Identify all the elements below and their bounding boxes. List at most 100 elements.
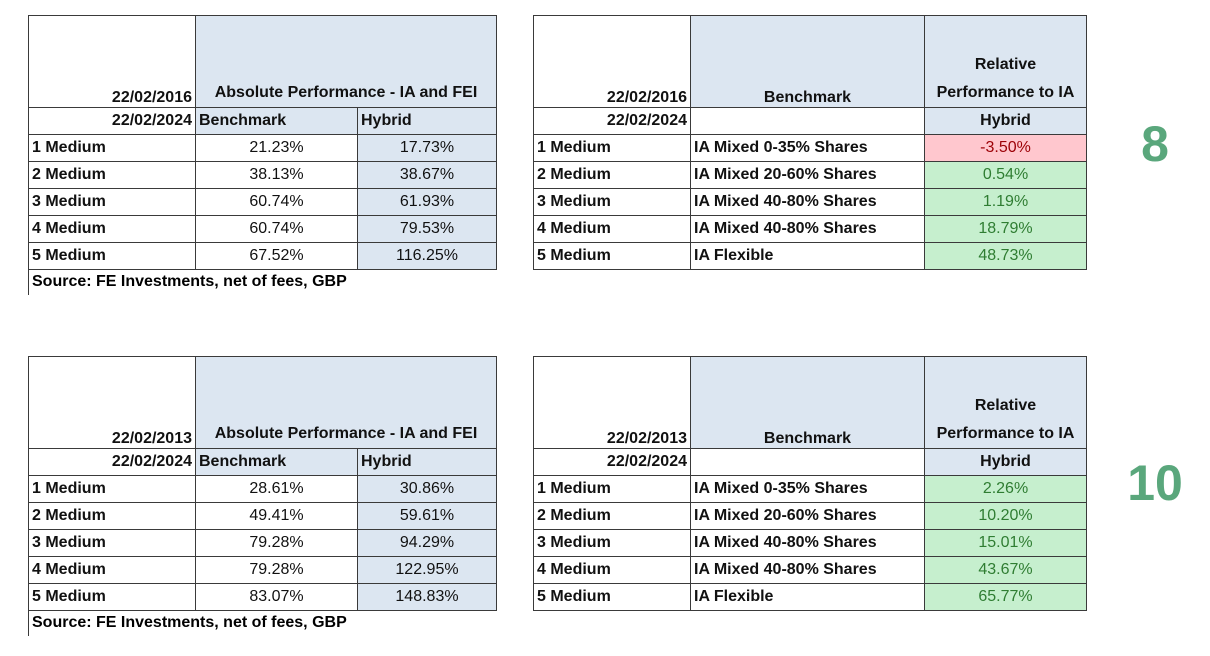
date-to: 22/02/2024 [533,448,691,476]
risk-level: 2 Medium [28,161,196,189]
risk-level: 4 Medium [533,215,691,243]
benchmark-name: IA Mixed 40-80% Shares [690,188,925,216]
date-to: 22/02/2024 [533,107,691,135]
data-row: 2 Medium IA Mixed 20-60% Shares 10.20% [533,502,1087,530]
data-row: 5 Medium IA Flexible 65.77% [533,583,1087,611]
benchmark-name: IA Mixed 40-80% Shares [690,529,925,557]
data-row: 3 Medium 60.74% 61.93% [28,188,497,216]
data-row: 1 Medium 28.61% 30.86% [28,475,497,503]
column-header: Hybrid [924,448,1087,476]
source-note: Source: FE Investments, net of fees, GBP [28,269,492,295]
benchmark-value: 83.07% [195,583,358,611]
benchmark-name: IA Flexible [690,583,925,611]
hybrid-value: 59.61% [357,502,497,530]
table-title: Absolute Performance - IA and FEI [195,356,497,449]
data-row: 3 Medium 79.28% 94.29% [28,529,497,557]
header-row: 22/02/2024 Hybrid [533,107,1087,135]
benchmark-value: 49.41% [195,502,358,530]
risk-level: 1 Medium [533,134,691,162]
data-row: 5 Medium 67.52% 116.25% [28,242,497,270]
header-row: 22/02/2024 Benchmark Hybrid [28,448,497,476]
header-row: 22/02/2016 Absolute Performance - IA and … [28,15,497,108]
data-row: 4 Medium IA Mixed 40-80% Shares 43.67% [533,556,1087,584]
data-row: 4 Medium 79.28% 122.95% [28,556,497,584]
column-header: Benchmark [195,448,358,476]
benchmark-value: 79.28% [195,529,358,557]
relative-table: 22/02/2013 Benchmark Relative Performance … [533,356,1087,611]
benchmark-name: IA Flexible [690,242,925,270]
table-title: Absolute Performance - IA and FEI [195,15,497,108]
hybrid-value: 61.93% [357,188,497,216]
risk-level: 3 Medium [533,529,691,557]
hybrid-value: 122.95% [357,556,497,584]
risk-level: 5 Medium [533,583,691,611]
date-from: 22/02/2013 [28,356,196,449]
source-note: Source: FE Investments, net of fees, GBP [28,610,492,636]
date-from: 22/02/2013 [533,356,691,449]
risk-level: 5 Medium [28,242,196,270]
data-row: 1 Medium 21.23% 17.73% [28,134,497,162]
data-row: 4 Medium IA Mixed 40-80% Shares 18.79% [533,215,1087,243]
risk-level: 3 Medium [28,529,196,557]
column-header: Benchmark [690,356,925,449]
benchmark-value: 67.52% [195,242,358,270]
risk-level: 2 Medium [533,502,691,530]
relative-value: -3.50% [924,134,1087,162]
column-header: Benchmark [690,15,925,108]
date-to: 22/02/2024 [28,448,196,476]
benchmark-value: 28.61% [195,475,358,503]
date-from: 22/02/2016 [533,15,691,108]
data-row: 1 Medium IA Mixed 0-35% Shares 2.26% [533,475,1087,503]
header-row: 22/02/2024 Benchmark Hybrid [28,107,497,135]
benchmark-name: IA Mixed 20-60% Shares [690,161,925,189]
section: 22/02/2013 Absolute Performance - IA and … [0,356,1210,656]
benchmark-name: IA Mixed 20-60% Shares [690,502,925,530]
risk-level: 1 Medium [28,134,196,162]
hybrid-value: 79.53% [357,215,497,243]
risk-level: 4 Medium [28,215,196,243]
date-to: 22/02/2024 [28,107,196,135]
section: 22/02/2016 Absolute Performance - IA and … [0,15,1210,315]
column-header: Hybrid [924,107,1087,135]
hybrid-value: 17.73% [357,134,497,162]
hybrid-value: 94.29% [357,529,497,557]
relative-value: 43.67% [924,556,1087,584]
absolute-table: 22/02/2016 Absolute Performance - IA and … [28,15,497,270]
empty-cell [690,107,925,135]
relative-value: 0.54% [924,161,1087,189]
data-row: 2 Medium IA Mixed 20-60% Shares 0.54% [533,161,1087,189]
risk-badge: 10 [1127,455,1183,511]
relative-value: 10.20% [924,502,1087,530]
table-title: Relative Performance to IA [924,356,1087,449]
benchmark-value: 60.74% [195,188,358,216]
hybrid-value: 38.67% [357,161,497,189]
benchmark-value: 60.74% [195,215,358,243]
column-header: Hybrid [357,107,497,135]
benchmark-name: IA Mixed 40-80% Shares [690,556,925,584]
risk-level: 1 Medium [533,475,691,503]
risk-level: 3 Medium [28,188,196,216]
data-row: 5 Medium IA Flexible 48.73% [533,242,1087,270]
relative-value: 48.73% [924,242,1087,270]
risk-level: 4 Medium [533,556,691,584]
risk-level: 4 Medium [28,556,196,584]
hybrid-value: 30.86% [357,475,497,503]
risk-level: 5 Medium [28,583,196,611]
header-row: 22/02/2024 Hybrid [533,448,1087,476]
data-row: 2 Medium 38.13% 38.67% [28,161,497,189]
relative-value: 2.26% [924,475,1087,503]
header-row: 22/02/2013 Benchmark Relative Performance … [533,356,1087,449]
relative-table: 22/02/2016 Benchmark Relative Performance … [533,15,1087,270]
benchmark-value: 38.13% [195,161,358,189]
benchmark-value: 21.23% [195,134,358,162]
data-row: 1 Medium IA Mixed 0-35% Shares -3.50% [533,134,1087,162]
relative-value: 1.19% [924,188,1087,216]
hybrid-value: 148.83% [357,583,497,611]
risk-level: 2 Medium [533,161,691,189]
risk-level: 2 Medium [28,502,196,530]
relative-value: 18.79% [924,215,1087,243]
risk-level: 1 Medium [28,475,196,503]
data-row: 2 Medium 49.41% 59.61% [28,502,497,530]
data-row: 3 Medium IA Mixed 40-80% Shares 15.01% [533,529,1087,557]
